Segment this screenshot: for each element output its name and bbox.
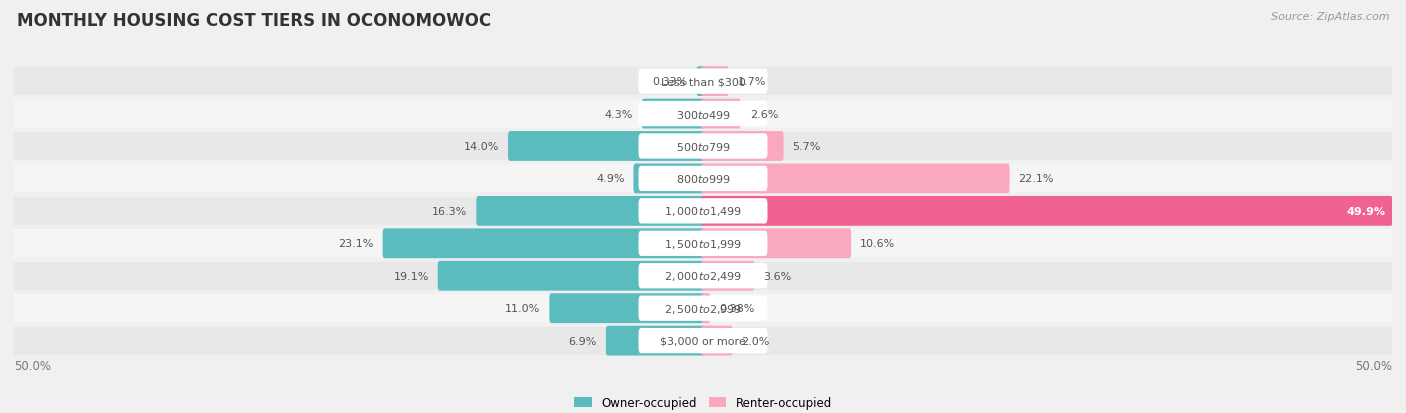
Text: $3,000 or more: $3,000 or more (661, 336, 745, 346)
Text: 50.0%: 50.0% (1355, 359, 1392, 372)
Text: 5.7%: 5.7% (793, 142, 821, 152)
FancyBboxPatch shape (638, 166, 768, 192)
FancyBboxPatch shape (634, 164, 704, 194)
FancyBboxPatch shape (702, 197, 1392, 226)
Bar (14, 100, 1392, 128)
FancyBboxPatch shape (508, 132, 704, 161)
FancyBboxPatch shape (638, 328, 768, 354)
Text: 6.9%: 6.9% (568, 336, 598, 346)
Text: $300 to $499: $300 to $499 (675, 108, 731, 120)
Text: Less than $300: Less than $300 (661, 77, 745, 87)
FancyBboxPatch shape (638, 134, 768, 159)
FancyBboxPatch shape (702, 132, 783, 161)
FancyBboxPatch shape (702, 229, 851, 259)
FancyBboxPatch shape (638, 296, 768, 321)
Text: 22.1%: 22.1% (1018, 174, 1054, 184)
FancyBboxPatch shape (638, 263, 768, 289)
Text: 50.0%: 50.0% (14, 359, 51, 372)
Text: 16.3%: 16.3% (432, 206, 467, 216)
Text: 4.3%: 4.3% (605, 109, 633, 119)
Text: $1,000 to $1,499: $1,000 to $1,499 (664, 205, 742, 218)
Text: 4.9%: 4.9% (596, 174, 624, 184)
Text: $500 to $799: $500 to $799 (675, 141, 731, 153)
FancyBboxPatch shape (641, 100, 704, 129)
Bar (14, 230, 1392, 258)
Text: 0.38%: 0.38% (720, 304, 755, 313)
FancyBboxPatch shape (638, 199, 768, 224)
Bar (14, 262, 1392, 290)
Text: $2,500 to $2,999: $2,500 to $2,999 (664, 302, 742, 315)
Bar (14, 294, 1392, 322)
Text: $2,000 to $2,499: $2,000 to $2,499 (664, 270, 742, 282)
Bar (14, 197, 1392, 225)
Legend: Owner-occupied, Renter-occupied: Owner-occupied, Renter-occupied (569, 391, 837, 413)
FancyBboxPatch shape (702, 164, 1010, 194)
FancyBboxPatch shape (477, 197, 704, 226)
FancyBboxPatch shape (702, 261, 755, 291)
FancyBboxPatch shape (702, 100, 741, 129)
FancyBboxPatch shape (437, 261, 704, 291)
Text: 0.33%: 0.33% (652, 77, 688, 87)
FancyBboxPatch shape (606, 326, 704, 356)
FancyBboxPatch shape (702, 67, 728, 97)
Text: 49.9%: 49.9% (1346, 206, 1385, 216)
Text: 11.0%: 11.0% (505, 304, 540, 313)
Text: $1,500 to $1,999: $1,500 to $1,999 (664, 237, 742, 250)
Text: 1.7%: 1.7% (738, 77, 766, 87)
FancyBboxPatch shape (382, 229, 704, 259)
Text: 10.6%: 10.6% (860, 239, 896, 249)
FancyBboxPatch shape (550, 294, 704, 323)
Text: 14.0%: 14.0% (464, 142, 499, 152)
Bar (14, 68, 1392, 96)
Bar (14, 133, 1392, 161)
FancyBboxPatch shape (696, 67, 704, 97)
FancyBboxPatch shape (638, 231, 768, 256)
Text: 2.0%: 2.0% (741, 336, 770, 346)
Text: Source: ZipAtlas.com: Source: ZipAtlas.com (1271, 12, 1389, 22)
Text: 19.1%: 19.1% (394, 271, 429, 281)
Text: 3.6%: 3.6% (763, 271, 792, 281)
FancyBboxPatch shape (702, 294, 710, 323)
Text: 23.1%: 23.1% (339, 239, 374, 249)
Bar (14, 165, 1392, 193)
Text: MONTHLY HOUSING COST TIERS IN OCONOMOWOC: MONTHLY HOUSING COST TIERS IN OCONOMOWOC (17, 12, 491, 30)
Bar (14, 327, 1392, 355)
FancyBboxPatch shape (638, 102, 768, 127)
Text: 2.6%: 2.6% (749, 109, 779, 119)
FancyBboxPatch shape (638, 69, 768, 95)
FancyBboxPatch shape (702, 326, 733, 356)
Text: $800 to $999: $800 to $999 (675, 173, 731, 185)
